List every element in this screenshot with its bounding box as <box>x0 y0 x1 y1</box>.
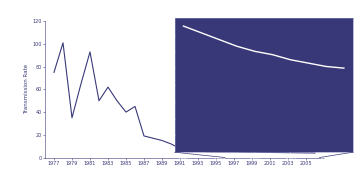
Y-axis label: Transmission Rate: Transmission Rate <box>160 63 165 107</box>
Y-axis label: Transmission Rate: Transmission Rate <box>24 64 30 115</box>
